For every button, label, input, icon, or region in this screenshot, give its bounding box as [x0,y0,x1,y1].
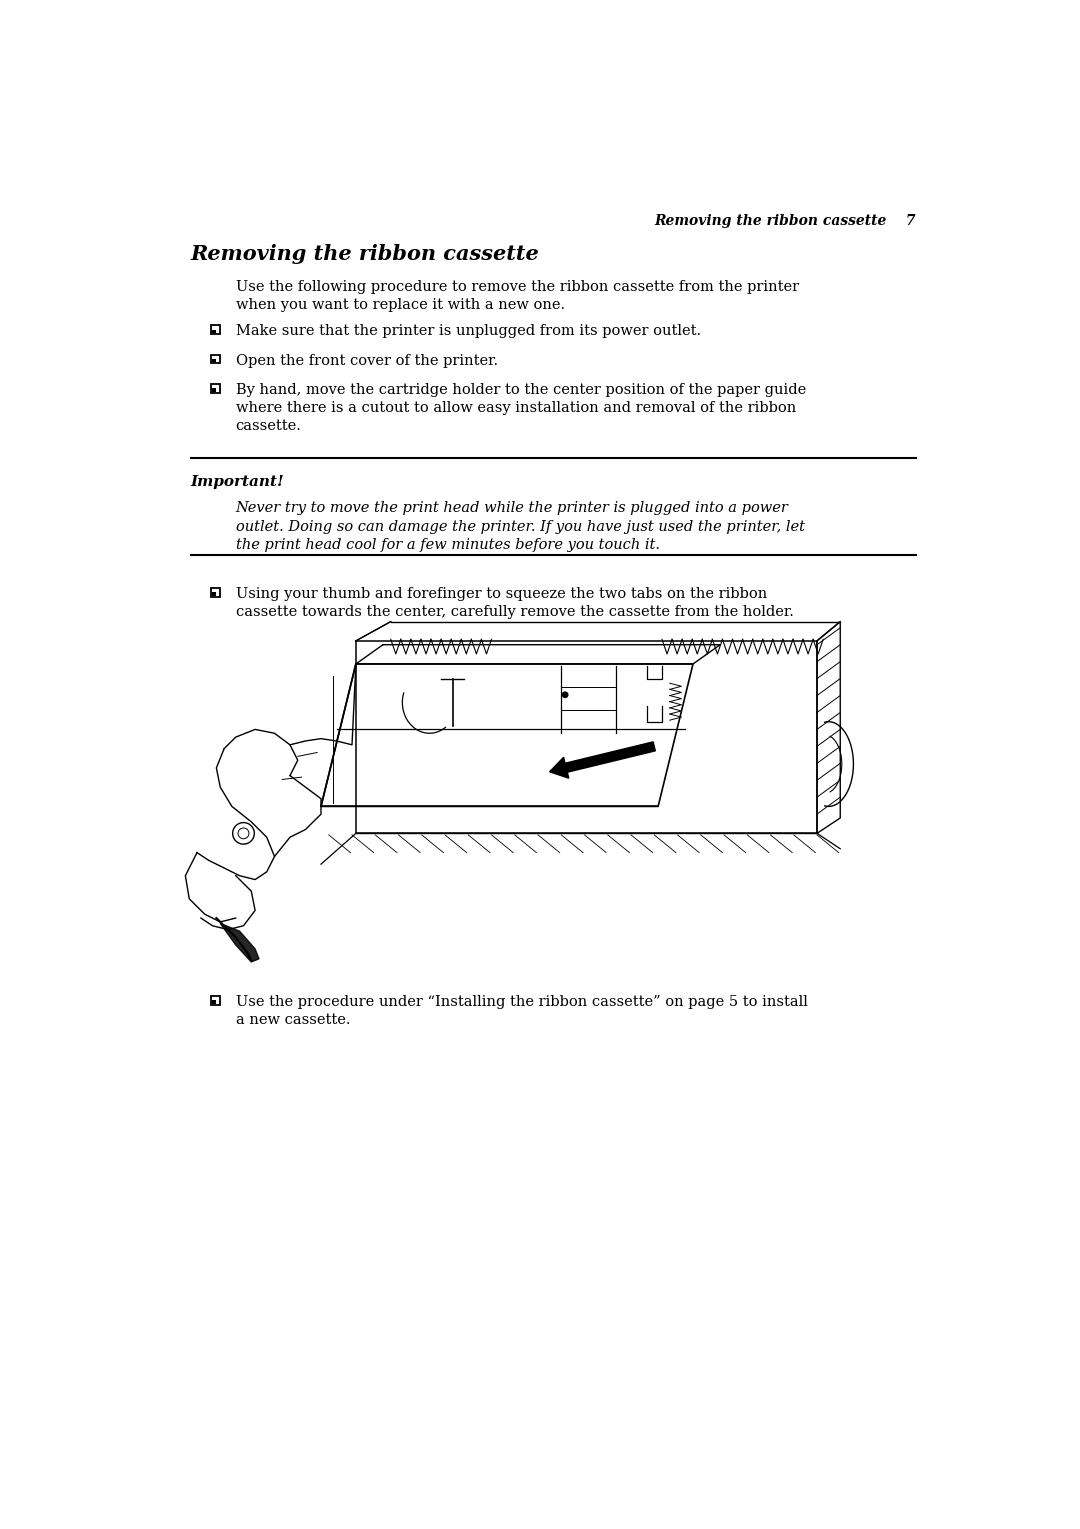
Text: a new cassette.: a new cassette. [235,1014,350,1027]
Text: By hand, move the cartridge holder to the center position of the paper guide: By hand, move the cartridge holder to th… [235,382,806,398]
Bar [212,1000,216,1005]
Text: Removing the ribbon cassette    7: Removing the ribbon cassette 7 [654,214,916,228]
Bar [212,330,216,333]
Text: Never try to move the print head while the printer is plugged into a power: Never try to move the print head while t… [235,502,788,515]
Bar [212,995,220,1005]
Text: Open the front cover of the printer.: Open the front cover of the printer. [235,353,498,367]
Text: Use the following procedure to remove the ribbon cassette from the printer: Use the following procedure to remove th… [235,280,799,294]
Bar [212,589,220,596]
Bar [212,592,216,596]
Text: when you want to replace it with a new one.: when you want to replace it with a new o… [235,298,565,312]
Bar [212,388,216,391]
Text: Removing the ribbon cassette: Removing the ribbon cassette [191,243,540,263]
Circle shape [563,693,568,697]
Text: Important!: Important! [191,474,284,489]
Bar [212,355,220,364]
Text: outlet. Doing so can damage the printer. If you have just used the printer, let: outlet. Doing so can damage the printer.… [235,520,805,534]
Text: Make sure that the printer is unplugged from its power outlet.: Make sure that the printer is unplugged … [235,324,701,338]
Text: Use the procedure under “Installing the ribbon cassette” on page 5 to install: Use the procedure under “Installing the … [235,995,808,1009]
Bar [212,384,220,393]
Text: cassette.: cassette. [235,419,301,433]
Text: where there is a cutout to allow easy installation and removal of the ribbon: where there is a cutout to allow easy in… [235,401,796,414]
Bar [212,326,220,335]
Text: Using your thumb and forefinger to squeeze the two tabs on the ribbon: Using your thumb and forefinger to squee… [235,587,767,601]
Bar [212,359,216,362]
FancyArrow shape [550,742,656,778]
Text: cassette towards the center, carefully remove the cassette from the holder.: cassette towards the center, carefully r… [235,605,794,619]
Text: the print head cool for a few minutes before you touch it.: the print head cool for a few minutes be… [235,538,660,552]
Polygon shape [220,924,259,962]
